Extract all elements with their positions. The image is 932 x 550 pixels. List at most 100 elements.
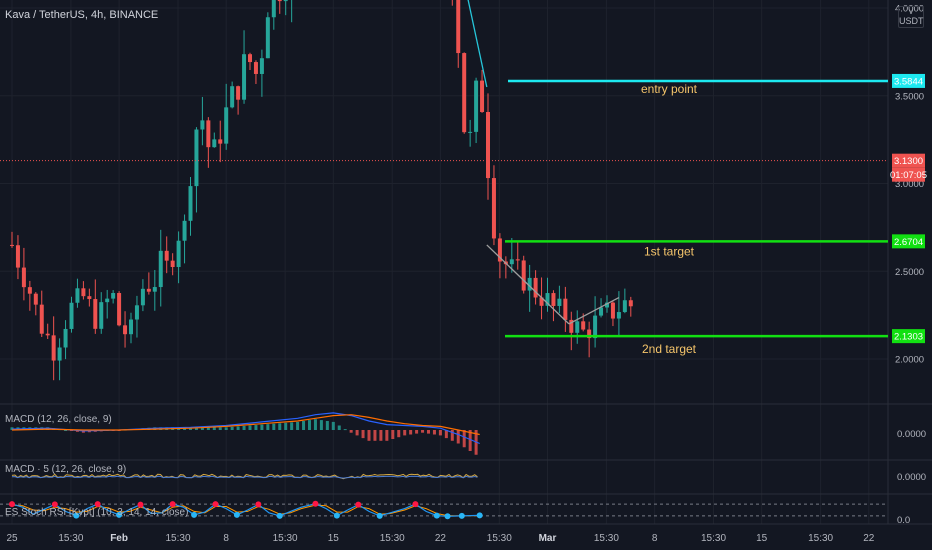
macd-histogram-bar [290,422,294,430]
macd-histogram-bar [313,419,317,430]
candle-body [200,120,205,130]
x-tick-label: 15:30 [273,533,298,544]
candle-body [259,58,264,74]
macd-signal-line [11,414,480,436]
x-tick-label: 22 [435,533,447,544]
macd-histogram-bar [266,424,270,430]
candle-body [123,325,128,335]
price-badge-label: 2.1303 [894,332,923,343]
trendline [467,0,488,88]
candle-body [533,277,538,298]
candle-body [81,288,86,297]
rsi-overbought-dot [312,500,319,507]
x-tick-label: 15:30 [808,533,833,544]
candle-body [87,296,92,300]
rsi-overbought-dot [169,501,176,508]
candle-body [599,307,604,316]
macd-histogram-bar [337,425,341,430]
macd-histogram-bar [421,430,425,433]
macd-histogram-bar [450,430,454,441]
macd-histogram-bar [456,430,460,444]
candle-body [539,297,544,306]
macd-histogram-bar [224,427,228,430]
chart-title: Kava / TetherUS, 4h, BINANCE [5,9,159,21]
macd-histogram-bar [403,430,407,436]
rsi-overbought-dot [51,501,58,508]
rsi-overbought-dot [255,501,262,508]
trendline [486,244,570,325]
countdown-label: 01:07:05 [890,170,927,181]
macd-histogram-bar [391,430,395,439]
candle-body [33,293,38,305]
rsi-oversold-dot [73,512,80,519]
candle-body [105,298,110,303]
candle-body [277,0,282,2]
price-badge [892,73,925,88]
macd-histogram-bar [64,430,68,431]
candle-body [497,238,502,262]
y-tick-label: 2.0000 [895,355,924,366]
candle-body [622,300,627,313]
x-tick-label: 15 [756,533,768,544]
candle-body [236,86,241,100]
candle-body [468,131,473,133]
macd-histogram-bar [427,430,430,434]
candle-body [194,129,199,187]
candle-body [158,250,163,288]
macd-histogram-bar [230,426,234,430]
rsi-oversold-dot [333,512,340,519]
currency-unit-badge[interactable]: ˅ USDT [898,6,924,28]
macd-histogram-bar [212,427,216,430]
rsi-oversold-dot [433,512,440,519]
candle-body [462,53,467,133]
x-tick-label: 15:30 [594,533,619,544]
macd-histogram-bar [409,430,413,435]
macd-histogram-bar [206,427,210,430]
candle-body [206,120,211,148]
price-badge-label: 3.5844 [894,76,923,87]
macd-histogram-bar [194,427,198,430]
macd-histogram-bar [248,425,252,430]
current-price-badge [892,153,925,168]
rsi-overbought-dot [355,501,362,508]
y-tick-label: 2.5000 [895,267,924,278]
macd-histogram-bar [385,430,389,441]
candle-body [515,259,520,261]
macd-histogram-bar [432,430,436,435]
candle-body [188,186,193,221]
candle-body [39,304,44,334]
unit-dropdown-icon: ˅ [908,7,914,17]
level-label-entry-point: entry point [641,82,698,96]
macd-histogram-bar [319,420,323,430]
candle-body [480,80,485,113]
candle-body [283,0,288,2]
candle-body [569,319,574,333]
rsi-oversold-dot [276,512,283,519]
candle-body [75,288,80,303]
macd-histogram-bar [361,430,365,439]
macd-histogram-bar [284,422,288,430]
candle-body [230,86,235,108]
candle-body [616,312,621,319]
candle-body [152,287,157,292]
macd-histogram-bar [462,430,466,448]
candle-body [93,299,98,329]
macd-histogram-bar [438,430,442,436]
rsi-oversold-dot [233,511,240,518]
macd-histogram-bar [272,423,276,430]
candle-body [164,250,169,261]
candle-body [474,80,479,132]
candle-body [563,298,568,320]
x-tick-label: 15:30 [58,533,83,544]
macd-histogram-bar [343,429,347,431]
candle-body [146,288,151,292]
candle-body [551,293,556,306]
candle-body [271,0,276,18]
candle-body [527,277,532,291]
candle-body [51,335,56,361]
candle-body [545,293,550,306]
candle-body [111,293,116,299]
y-tick-label: 3.0000 [895,179,924,190]
macd-y-tick: 0.0000 [897,429,926,440]
